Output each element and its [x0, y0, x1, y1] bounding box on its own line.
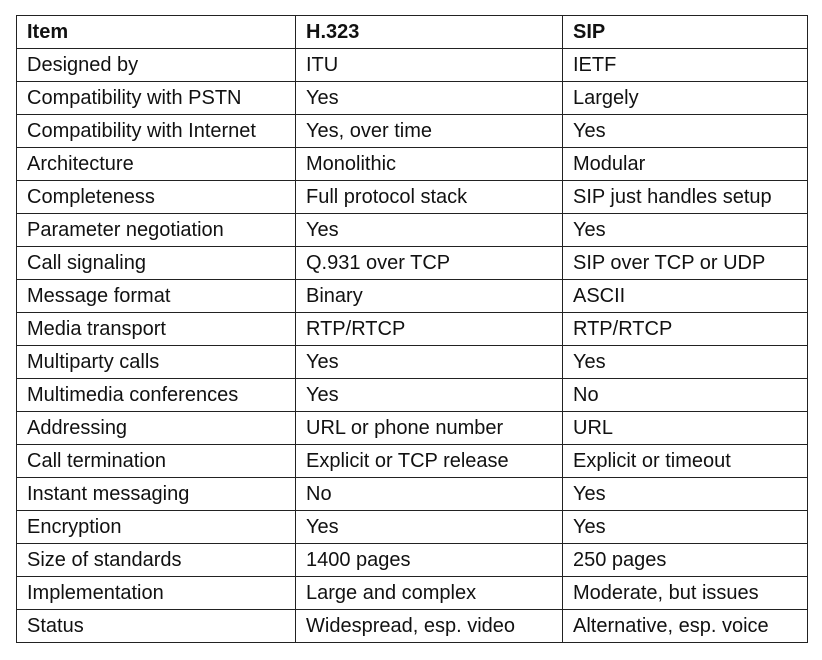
item-cell: Multiparty calls [16, 345, 296, 379]
h323-cell: Explicit or TCP release [295, 444, 563, 478]
sip-cell: Largely [562, 81, 808, 115]
table-row: Call signaling Q.931 over TCP SIP over TCP… [16, 246, 808, 280]
sip-cell: Yes [562, 510, 808, 544]
item-cell: Compatibility with PSTN [16, 81, 296, 115]
sip-cell: ASCII [562, 279, 808, 313]
sip-cell: Explicit or timeout [562, 444, 808, 478]
table-row: Call termination Explicit or TCP release E… [16, 444, 808, 478]
h323-cell: 1400 pages [295, 543, 563, 577]
sip-cell: SIP over TCP or UDP [562, 246, 808, 280]
item-cell: Parameter negotiation [16, 213, 296, 247]
comparison-table: Item H.323 SIP Designed by ITU IETF Compati… [16, 15, 808, 643]
item-cell: Call signaling [16, 246, 296, 280]
h323-cell: No [295, 477, 563, 511]
h323-cell: ITU [295, 48, 563, 82]
table-row: Media transport RTP/RTCP RTP/RTCP [16, 312, 808, 346]
sip-cell: 250 pages [562, 543, 808, 577]
sip-cell: Moderate, but issues [562, 576, 808, 610]
table-row: Message format Binary ASCII [16, 279, 808, 313]
header-item: Item [16, 15, 296, 49]
item-cell: Implementation [16, 576, 296, 610]
table-header: Item H.323 SIP [16, 15, 808, 49]
h323-cell: RTP/RTCP [295, 312, 563, 346]
sip-cell: Yes [562, 114, 808, 148]
h323-cell: Yes [295, 81, 563, 115]
table-row: Completeness Full protocol stack SIP just … [16, 180, 808, 214]
h323-cell: Full protocol stack [295, 180, 563, 214]
table-row: Implementation Large and complex Moderate,… [16, 576, 808, 610]
table-row: Compatibility with Internet Yes, over tim… [16, 114, 808, 148]
sip-cell: RTP/RTCP [562, 312, 808, 346]
h323-cell: Monolithic [295, 147, 563, 181]
header-h323: H.323 [295, 15, 563, 49]
item-cell: Call termination [16, 444, 296, 478]
table-row: Addressing URL or phone number URL [16, 411, 808, 445]
item-cell: Media transport [16, 312, 296, 346]
table-row: Instant messaging No Yes [16, 477, 808, 511]
item-cell: Multimedia conferences [16, 378, 296, 412]
header-row: Item H.323 SIP [16, 15, 808, 49]
table-row: Multimedia conferences Yes No [16, 378, 808, 412]
table-row: Designed by ITU IETF [16, 48, 808, 82]
table-row: Compatibility with PSTN Yes Largely [16, 81, 808, 115]
header-sip: SIP [562, 15, 808, 49]
item-cell: Architecture [16, 147, 296, 181]
h323-cell: Binary [295, 279, 563, 313]
h323-cell: URL or phone number [295, 411, 563, 445]
table-row: Status Widespread, esp. video Alternative,… [16, 609, 808, 643]
sip-cell: Yes [562, 345, 808, 379]
h323-cell: Large and complex [295, 576, 563, 610]
item-cell: Status [16, 609, 296, 643]
sip-cell: No [562, 378, 808, 412]
h323-cell: Q.931 over TCP [295, 246, 563, 280]
item-cell: Encryption [16, 510, 296, 544]
item-cell: Compatibility with Internet [16, 114, 296, 148]
h323-cell: Yes [295, 213, 563, 247]
h323-cell: Yes, over time [295, 114, 563, 148]
table-row: Multiparty calls Yes Yes [16, 345, 808, 379]
sip-cell: IETF [562, 48, 808, 82]
h323-cell: Widespread, esp. video [295, 609, 563, 643]
table-row: Parameter negotiation Yes Yes [16, 213, 808, 247]
item-cell: Size of standards [16, 543, 296, 577]
sip-cell: Yes [562, 477, 808, 511]
sip-cell: Yes [562, 213, 808, 247]
table-row: Architecture Monolithic Modular [16, 147, 808, 181]
h323-cell: Yes [295, 345, 563, 379]
table-row: Size of standards 1400 pages 250 pages [16, 543, 808, 577]
h323-cell: Yes [295, 510, 563, 544]
sip-cell: URL [562, 411, 808, 445]
table-row: Encryption Yes Yes [16, 510, 808, 544]
item-cell: Designed by [16, 48, 296, 82]
sip-cell: SIP just handles setup [562, 180, 808, 214]
item-cell: Instant messaging [16, 477, 296, 511]
h323-cell: Yes [295, 378, 563, 412]
sip-cell: Alternative, esp. voice [562, 609, 808, 643]
sip-cell: Modular [562, 147, 808, 181]
item-cell: Completeness [16, 180, 296, 214]
item-cell: Addressing [16, 411, 296, 445]
item-cell: Message format [16, 279, 296, 313]
table-body: Designed by ITU IETF Compatibility with PST… [16, 48, 808, 643]
